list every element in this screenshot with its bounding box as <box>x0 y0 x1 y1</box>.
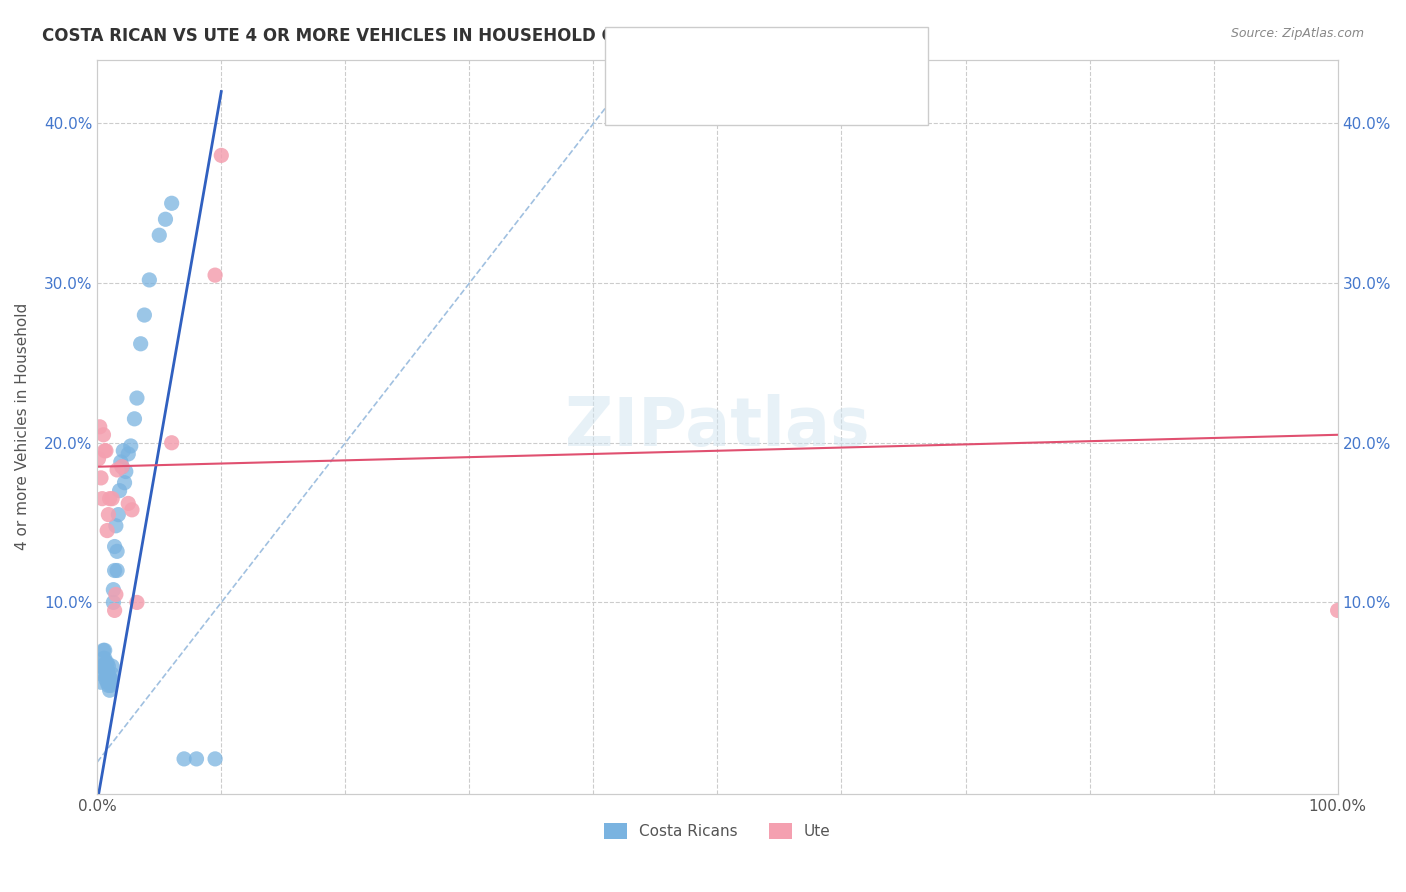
Point <box>104 587 127 601</box>
Point <box>93 643 115 657</box>
Point <box>110 455 132 469</box>
Point <box>96 524 118 538</box>
Point <box>107 508 129 522</box>
Point <box>105 564 128 578</box>
Point <box>98 491 121 506</box>
Point <box>96 675 118 690</box>
Text: Source: ZipAtlas.com: Source: ZipAtlas.com <box>1230 27 1364 40</box>
Point <box>97 678 120 692</box>
Point <box>125 595 148 609</box>
Point <box>173 752 195 766</box>
Point <box>204 268 226 282</box>
Point <box>104 564 127 578</box>
Point <box>94 656 117 670</box>
Point <box>91 667 114 681</box>
Point <box>90 471 112 485</box>
Point <box>104 518 127 533</box>
Point <box>204 752 226 766</box>
Point <box>134 308 156 322</box>
Point <box>114 475 136 490</box>
Point <box>104 603 127 617</box>
Point <box>129 336 152 351</box>
Point <box>114 465 136 479</box>
Point <box>93 659 115 673</box>
Point <box>155 212 177 227</box>
Point <box>97 508 120 522</box>
Text: R = 0.720   N = 55: R = 0.720 N = 55 <box>654 47 824 65</box>
Point <box>94 667 117 681</box>
Point <box>98 683 121 698</box>
Point <box>90 675 112 690</box>
Point <box>186 752 208 766</box>
Text: COSTA RICAN VS UTE 4 OR MORE VEHICLES IN HOUSEHOLD CORRELATION CHART: COSTA RICAN VS UTE 4 OR MORE VEHICLES IN… <box>42 27 801 45</box>
Point <box>103 582 125 597</box>
Point <box>96 656 118 670</box>
Point <box>93 443 115 458</box>
Point <box>117 496 139 510</box>
Point <box>100 678 122 692</box>
Point <box>87 451 110 466</box>
Point <box>101 667 124 681</box>
Point <box>94 443 117 458</box>
Point <box>103 595 125 609</box>
Point <box>89 419 111 434</box>
Point <box>138 273 160 287</box>
Point <box>160 435 183 450</box>
Point <box>98 675 121 690</box>
Text: ZIPatlas: ZIPatlas <box>565 393 870 459</box>
Point <box>91 659 114 673</box>
Point <box>93 651 115 665</box>
Point <box>124 412 146 426</box>
Point <box>148 228 170 243</box>
Point <box>160 196 183 211</box>
Point <box>108 483 131 498</box>
Point <box>94 659 117 673</box>
Point <box>111 459 134 474</box>
Point <box>117 447 139 461</box>
Point <box>112 443 135 458</box>
Point <box>93 643 115 657</box>
Point <box>94 672 117 686</box>
Point <box>125 391 148 405</box>
Point <box>1326 603 1348 617</box>
Point <box>120 439 142 453</box>
Point <box>101 491 124 506</box>
Point <box>93 663 115 677</box>
Point <box>105 463 128 477</box>
Point <box>97 672 120 686</box>
Point <box>100 672 122 686</box>
Point <box>93 427 115 442</box>
Point <box>96 667 118 681</box>
Point <box>97 659 120 673</box>
Point <box>91 491 114 506</box>
Point <box>97 667 120 681</box>
Y-axis label: 4 or more Vehicles in Household: 4 or more Vehicles in Household <box>15 303 30 550</box>
Point <box>104 540 127 554</box>
Point <box>101 659 124 673</box>
Point <box>105 544 128 558</box>
Point <box>209 148 232 162</box>
Text: R = 0.055   N = 22: R = 0.055 N = 22 <box>654 82 824 100</box>
Point <box>121 503 143 517</box>
Point <box>111 459 134 474</box>
Point <box>98 670 121 684</box>
Legend: Costa Ricans, Ute: Costa Ricans, Ute <box>598 817 837 845</box>
Point <box>93 651 115 665</box>
Point <box>96 663 118 677</box>
